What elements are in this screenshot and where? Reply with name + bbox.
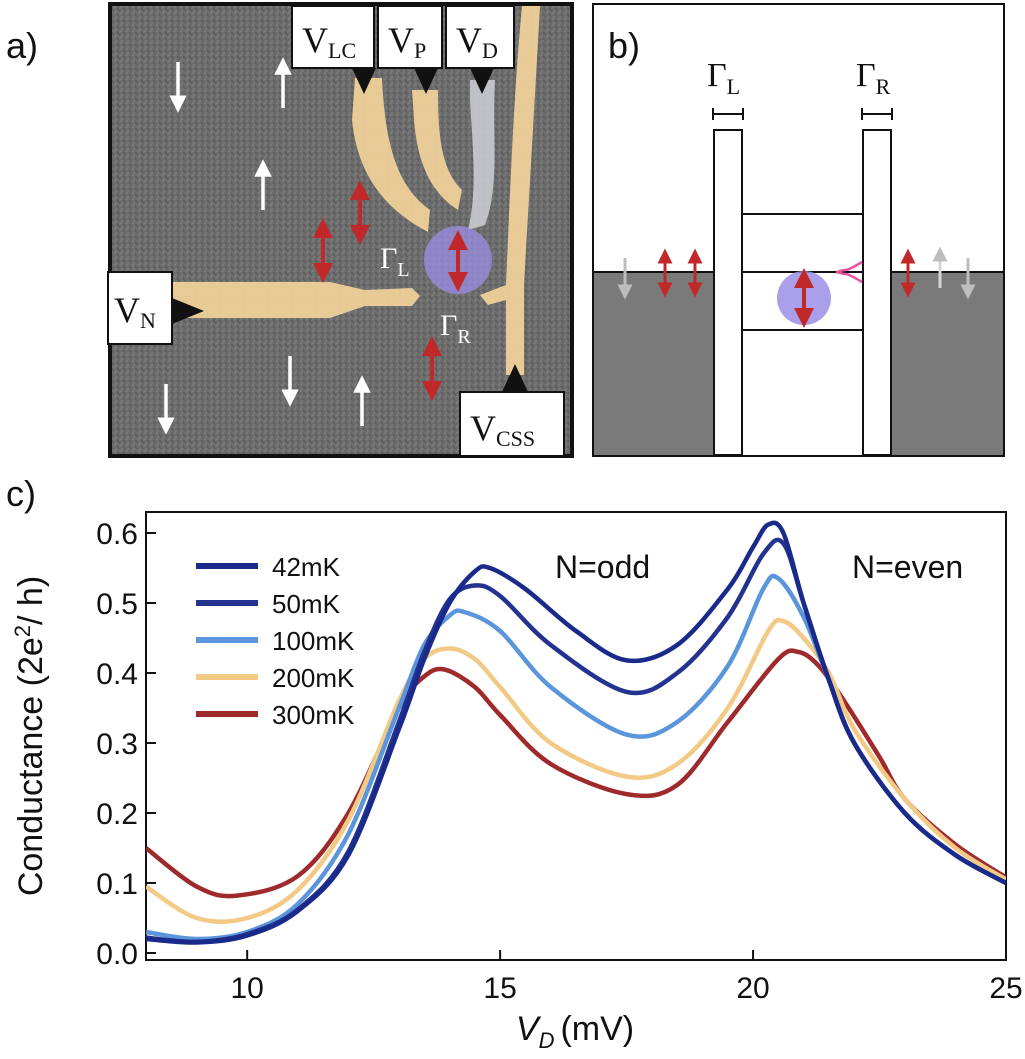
series-line-300mK bbox=[146, 648, 1006, 899]
svg-text:VD: VD bbox=[456, 20, 498, 63]
y-ticks: 0.0 0.1 0.2 0.3 0.4 0.5 0.6 bbox=[96, 518, 156, 971]
gamma-l-label-b: ΓL bbox=[707, 57, 740, 99]
gate-label-vlc: VLC bbox=[291, 5, 376, 94]
gamma-r-bracket bbox=[861, 108, 893, 120]
legend-label-300mK: 300mK bbox=[272, 700, 355, 730]
gate-css bbox=[480, 6, 540, 375]
gate-p bbox=[412, 90, 462, 210]
series-line-42mK bbox=[146, 520, 1006, 945]
annotation-odd: N=odd bbox=[555, 549, 650, 585]
svg-text:VCSS: VCSS bbox=[470, 408, 535, 451]
gate-label-vd: VD bbox=[445, 5, 515, 94]
gate-label-vn: VN bbox=[107, 271, 204, 345]
panel-a-label: a) bbox=[6, 25, 38, 66]
y-tick-label: 0.6 bbox=[96, 518, 138, 551]
legend-label-100mK: 100mK bbox=[272, 626, 355, 656]
panel-b-label: b) bbox=[608, 25, 640, 66]
barrier-left bbox=[713, 129, 743, 456]
y-tick-label: 0.0 bbox=[96, 938, 138, 971]
plot-area bbox=[145, 511, 1007, 961]
y-tick-label: 0.4 bbox=[96, 658, 138, 691]
gate-n bbox=[170, 282, 420, 318]
series-lines bbox=[146, 520, 1006, 945]
gate-label-vp: VP bbox=[377, 5, 443, 94]
lorentzian-peak bbox=[835, 260, 863, 284]
y-tick-label: 0.5 bbox=[96, 588, 138, 621]
panel-c: c) 10 15 20 25 0.0 0.1 0.2 0.3 0.4 0.5 0.6 42mK 50… bbox=[6, 473, 1023, 1053]
gate-label-vcss: VCSS bbox=[459, 364, 565, 457]
svg-text:VN: VN bbox=[114, 290, 156, 333]
y-tick-label: 0.1 bbox=[96, 868, 138, 901]
y-tick-label: 0.3 bbox=[96, 728, 138, 761]
panel-c-label: c) bbox=[6, 473, 36, 514]
gamma-l-bracket bbox=[712, 108, 744, 120]
y-tick-label: 0.2 bbox=[96, 798, 138, 831]
sem-image bbox=[108, 2, 574, 458]
svg-text:VP: VP bbox=[388, 20, 426, 63]
gate-d bbox=[468, 80, 495, 230]
gate-lc bbox=[352, 78, 430, 232]
panel-b: b) ΓL ΓR bbox=[592, 3, 1005, 457]
annotation-even: N=even bbox=[852, 549, 963, 585]
x-tick-label: 10 bbox=[230, 972, 263, 1005]
legend-label-50mK: 50mK bbox=[272, 589, 341, 619]
x-axis-label: VD (mV) bbox=[516, 1010, 634, 1053]
gamma-l-label-a: ΓL bbox=[380, 242, 410, 281]
reservoir-fill-right bbox=[891, 272, 1003, 455]
x-ticks: 10 15 20 25 bbox=[230, 950, 1023, 1005]
legend-label-42mK: 42mK bbox=[272, 552, 341, 582]
series-line-200mK bbox=[146, 617, 1006, 924]
barrier-right bbox=[862, 129, 892, 456]
x-tick-label: 20 bbox=[736, 972, 769, 1005]
y-axis-label: Conductance (2e2/ h) bbox=[10, 576, 50, 896]
x-tick-label: 15 bbox=[483, 972, 516, 1005]
panel-a: a) ΓL ΓR VLC VP bbox=[6, 2, 574, 458]
legend-label-200mK: 200mK bbox=[272, 663, 355, 693]
reservoir-fill-left bbox=[594, 272, 714, 455]
gamma-r-label-a: ΓR bbox=[440, 309, 471, 348]
legend: 42mK 50mK 100mK 200mK 300mK bbox=[196, 552, 355, 730]
gamma-r-label-b: ΓR bbox=[856, 57, 891, 99]
svg-text:VLC: VLC bbox=[302, 20, 356, 63]
x-tick-label: 25 bbox=[989, 972, 1022, 1005]
